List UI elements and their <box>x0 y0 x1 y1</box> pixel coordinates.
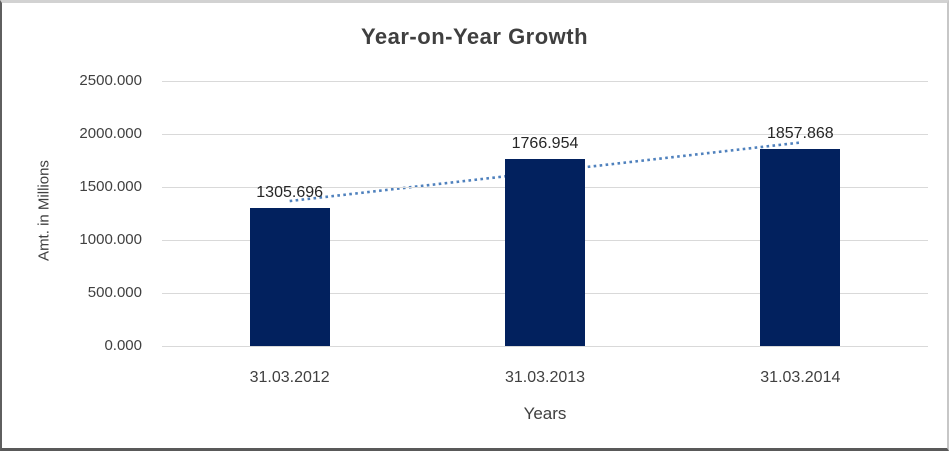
x-tick-label: 31.03.2014 <box>760 369 841 386</box>
chart-title: Year-on-Year Growth <box>360 24 589 49</box>
bar-31.03.2012 <box>249 207 330 346</box>
gridline <box>162 81 928 82</box>
data-label: 1857.868 <box>766 125 834 143</box>
y-tick-label: 1000.000 <box>79 231 142 248</box>
bar-31.03.2014 <box>760 149 841 346</box>
y-tick-label: 2000.000 <box>79 125 142 142</box>
trendline <box>289 141 801 203</box>
y-tick-label: 0.000 <box>104 337 142 354</box>
data-label: 1766.954 <box>511 134 579 152</box>
y-tick-label: 2500.000 <box>79 72 142 89</box>
gridline <box>162 346 928 347</box>
plot-area: 1305.696 1766.954 1857.868 <box>162 81 928 347</box>
x-tick-label: 31.03.2013 <box>504 369 586 386</box>
bar-31.03.2013 <box>505 158 585 346</box>
data-label: 1305.696 <box>256 183 324 201</box>
x-axis-title: Years <box>523 404 567 423</box>
y-tick-label: 1500.000 <box>79 178 142 195</box>
x-tick-label: 31.03.2012 <box>249 369 330 386</box>
trendline-segment <box>289 141 801 203</box>
y-tick-label: 500.000 <box>87 284 142 301</box>
gridline <box>162 134 928 135</box>
